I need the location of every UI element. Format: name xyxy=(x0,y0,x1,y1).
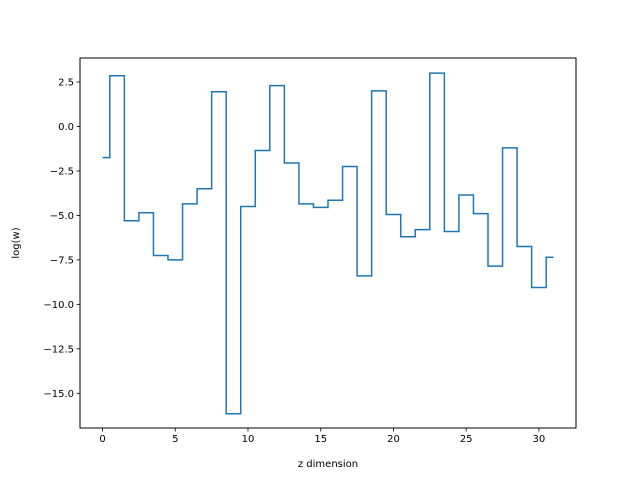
x-tick-label: 5 xyxy=(172,434,178,445)
y-tick-label: −7.5 xyxy=(50,255,74,266)
x-tick-label: 30 xyxy=(533,434,546,445)
y-axis: 2.5 0.0 −2.5 −5.0 −7.5 −10.0 −12.5 −15.0 xyxy=(43,78,80,400)
y-tick-label: −12.5 xyxy=(43,344,74,355)
plot-frame xyxy=(79,57,577,429)
y-tick-label: 2.5 xyxy=(58,78,74,89)
y-tick-label: −5.0 xyxy=(50,211,74,222)
x-tick-label: 15 xyxy=(314,434,327,445)
x-axis-label: z dimension xyxy=(298,459,358,470)
y-tick-label: −10.0 xyxy=(43,300,74,311)
x-tick-label: 10 xyxy=(242,434,255,445)
y-tick-label: 0.0 xyxy=(58,122,74,133)
x-tick-label: 25 xyxy=(460,434,473,445)
x-axis: 0 5 10 15 20 25 30 xyxy=(99,428,545,445)
plot-area xyxy=(102,72,554,415)
y-axis-label: log(w) xyxy=(11,227,22,258)
series-step-line xyxy=(102,72,554,415)
x-tick-label: 0 xyxy=(99,434,105,445)
y-tick-label: −15.0 xyxy=(43,389,74,400)
y-tick-label: −2.5 xyxy=(50,166,74,177)
x-tick-label: 20 xyxy=(387,434,400,445)
